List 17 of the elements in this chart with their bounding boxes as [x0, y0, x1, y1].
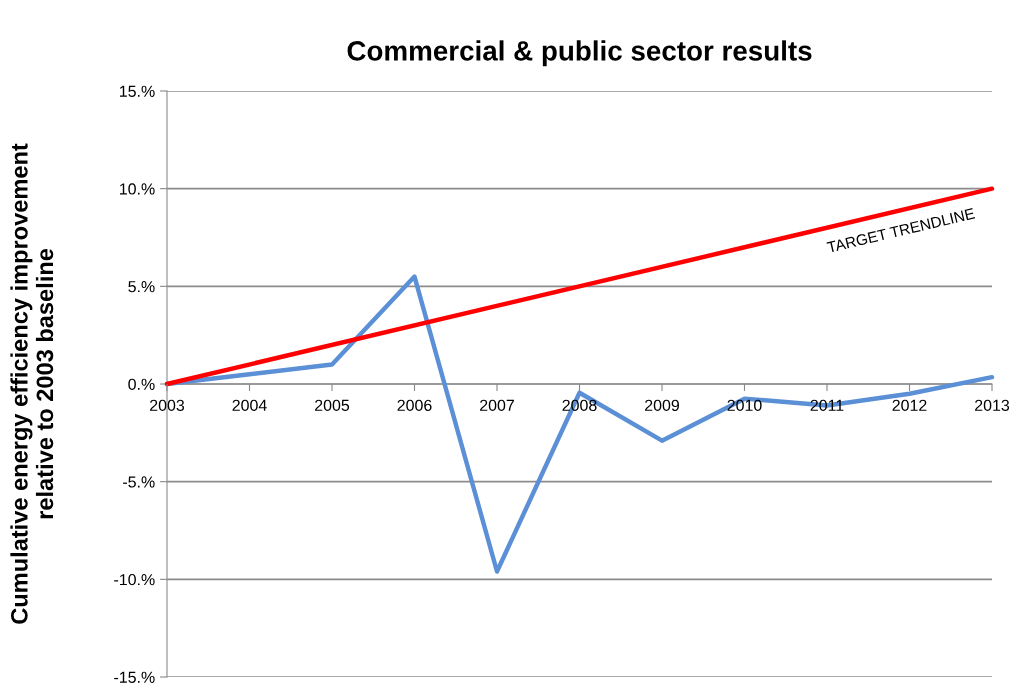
chart-title: Commercial & public sector results	[347, 40, 812, 67]
x-tick-label: 2005	[315, 399, 350, 412]
x-tick-label: 2012	[892, 399, 927, 412]
x-tick-label: 2004	[232, 399, 267, 412]
x-tick-label: 2009	[645, 399, 680, 412]
x-tick-label: 2003	[150, 399, 185, 412]
x-tick-label: 2013	[975, 399, 1010, 412]
y-tick-label: -5.%	[123, 476, 155, 488]
y-axis-title: Cumulative energy efficiency improvement relative to 2003 baseline	[10, 143, 54, 624]
x-tick-label: 2006	[397, 399, 432, 412]
y-tick-label: -10.%	[114, 573, 155, 586]
y-tick-label: 15.%	[120, 85, 155, 97]
y-tick-label: 0.%	[128, 378, 155, 390]
y-tick-label: 10.%	[120, 183, 155, 195]
x-tick-label: 2007	[480, 399, 514, 412]
y-tick-label: -15.%	[114, 671, 155, 683]
y-tick-label: 5.%	[128, 281, 155, 293]
